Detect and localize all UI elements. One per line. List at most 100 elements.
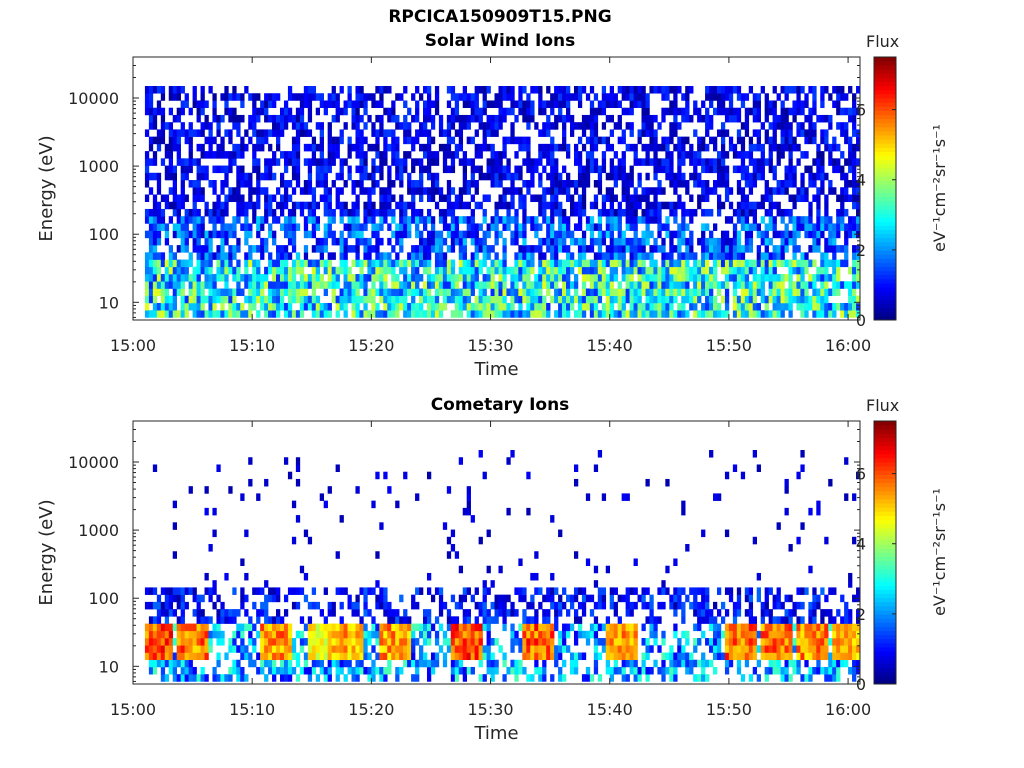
heatmap-cell bbox=[601, 274, 607, 282]
heatmap-cell bbox=[697, 259, 702, 268]
heatmap-cell bbox=[788, 259, 793, 268]
heatmap-cell bbox=[208, 310, 213, 318]
heatmap-cell bbox=[462, 507, 467, 516]
heatmap-cell bbox=[383, 201, 388, 210]
heatmap-cell bbox=[498, 172, 503, 181]
heatmap-cell bbox=[788, 158, 793, 166]
heatmap-cell bbox=[756, 93, 761, 101]
heatmap-cell bbox=[514, 259, 519, 268]
heatmap-cell bbox=[419, 259, 424, 268]
heatmap-cell bbox=[339, 86, 344, 94]
heatmap-cell bbox=[558, 143, 563, 152]
heatmap-cell bbox=[641, 114, 646, 123]
heatmap-cell bbox=[343, 180, 348, 188]
heatmap-cell bbox=[276, 122, 281, 130]
heatmap-cell bbox=[605, 100, 611, 108]
heatmap-cell bbox=[562, 136, 567, 145]
heatmap-cell bbox=[363, 310, 368, 318]
heatmap-cell bbox=[319, 180, 324, 188]
heatmap-cell bbox=[681, 107, 686, 116]
heatmap-cell bbox=[768, 259, 773, 268]
heatmap-cell bbox=[581, 245, 587, 253]
heatmap-cell bbox=[780, 100, 785, 108]
heatmap-cell bbox=[426, 158, 432, 166]
heatmap-cell bbox=[736, 302, 742, 311]
heatmap-cell bbox=[351, 645, 356, 653]
heatmap-cell bbox=[454, 295, 460, 304]
heatmap-cell bbox=[641, 230, 646, 239]
heatmap-cell bbox=[685, 281, 690, 289]
heatmap-cell bbox=[637, 281, 642, 289]
heatmap-cell bbox=[486, 158, 491, 166]
heatmap-cell bbox=[279, 630, 285, 639]
heatmap-cell bbox=[407, 223, 412, 231]
heatmap-cell bbox=[323, 288, 328, 297]
heatmap-cell bbox=[852, 158, 857, 166]
heatmap-cell bbox=[661, 281, 666, 289]
heatmap-cell bbox=[458, 158, 464, 166]
heatmap-cell bbox=[311, 187, 317, 195]
heatmap-cell bbox=[148, 638, 154, 646]
heatmap-cell bbox=[788, 310, 793, 318]
heatmap-cell bbox=[442, 208, 448, 217]
heatmap-cell bbox=[160, 645, 166, 653]
heatmap-cell bbox=[252, 288, 257, 297]
heatmap-cell bbox=[573, 237, 579, 246]
heatmap-cell bbox=[419, 245, 424, 253]
heatmap-cell bbox=[788, 172, 793, 181]
heatmap-cell bbox=[152, 623, 158, 632]
heatmap-cell bbox=[542, 266, 547, 275]
heatmap-cell bbox=[236, 645, 241, 653]
heatmap-cell bbox=[160, 136, 166, 145]
heatmap-cell bbox=[272, 659, 277, 668]
heatmap-cell bbox=[244, 609, 249, 617]
heatmap-cell bbox=[470, 216, 475, 224]
heatmap-cell bbox=[240, 201, 245, 210]
heatmap-cell bbox=[252, 129, 257, 137]
heatmap-cell bbox=[681, 281, 686, 289]
heatmap-cell bbox=[641, 216, 646, 224]
heatmap-cell bbox=[419, 180, 424, 188]
heatmap-cell bbox=[391, 266, 396, 275]
heatmap-cell bbox=[808, 180, 813, 188]
heatmap-cell bbox=[510, 100, 515, 108]
heatmap-cell bbox=[824, 216, 829, 224]
heatmap-cell bbox=[752, 288, 758, 297]
colorbar-band bbox=[874, 147, 896, 152]
heatmap-cell bbox=[164, 645, 170, 653]
heatmap-cell bbox=[724, 274, 730, 282]
heatmap-cell bbox=[621, 274, 626, 282]
heatmap-cell bbox=[387, 259, 392, 268]
heatmap-cell bbox=[744, 172, 750, 181]
heatmap-cell bbox=[538, 266, 543, 275]
heatmap-cell bbox=[383, 471, 388, 480]
heatmap-cell bbox=[415, 674, 420, 682]
heatmap-cell bbox=[744, 302, 750, 311]
heatmap-cell bbox=[359, 295, 364, 304]
heatmap-cell bbox=[291, 259, 297, 268]
heatmap-cell bbox=[792, 295, 797, 304]
heatmap-cell bbox=[383, 302, 388, 311]
heatmap-cell bbox=[713, 223, 718, 231]
heatmap-cell bbox=[156, 172, 162, 181]
heatmap-cell bbox=[752, 223, 758, 231]
heatmap-cell bbox=[315, 237, 321, 246]
heatmap-cell bbox=[395, 151, 400, 159]
heatmap-cell bbox=[264, 158, 269, 166]
heatmap-cell bbox=[550, 223, 555, 231]
heatmap-cell bbox=[268, 208, 273, 217]
heatmap-cell bbox=[204, 486, 209, 494]
heatmap-cell bbox=[764, 93, 769, 101]
heatmap-cell bbox=[144, 86, 150, 94]
heatmap-cell bbox=[454, 659, 460, 668]
heatmap-cell bbox=[164, 616, 170, 624]
heatmap-cell bbox=[677, 151, 682, 159]
heatmap-cell bbox=[156, 252, 162, 260]
colorbar-unit-label: eV⁻¹cm⁻²sr⁻¹s⁻¹ bbox=[930, 124, 949, 252]
heatmap-cell bbox=[804, 93, 809, 101]
heatmap-cell bbox=[621, 252, 626, 260]
heatmap-cell bbox=[514, 165, 519, 174]
heatmap-cell bbox=[645, 310, 650, 318]
heatmap-cell bbox=[323, 194, 328, 203]
heatmap-cell bbox=[434, 295, 440, 304]
